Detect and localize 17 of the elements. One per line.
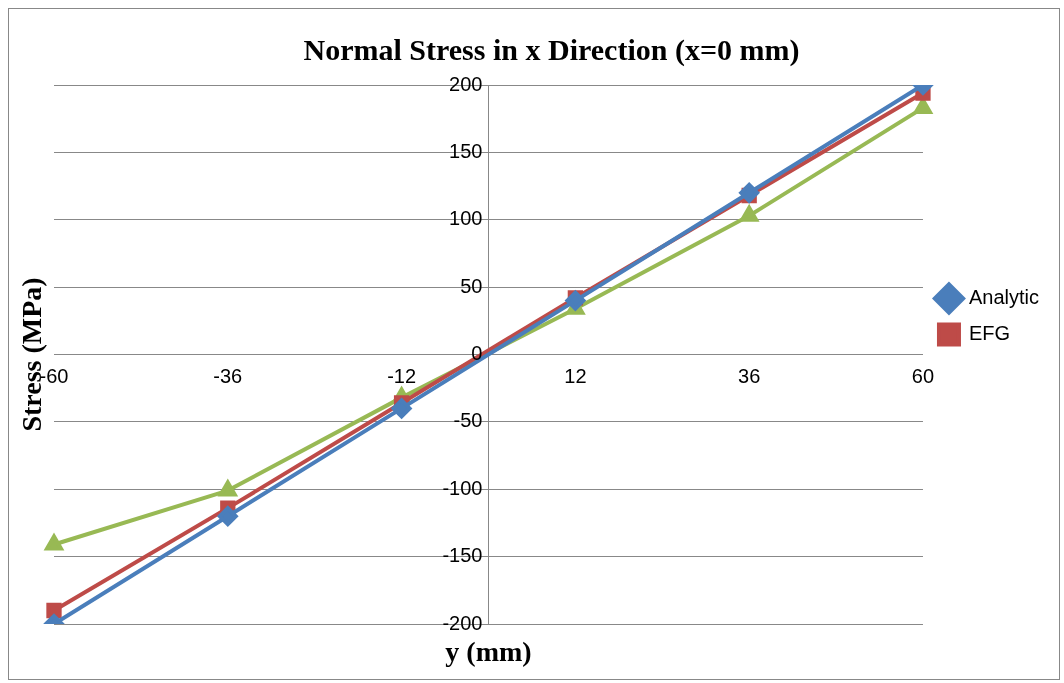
y-tick-label: -100 <box>442 476 483 499</box>
chart-title: Normal Stress in x Direction (x=0 mm) <box>303 32 800 67</box>
y-tick-label: -50 <box>453 409 483 432</box>
y-tick-label: 100 <box>449 207 483 230</box>
y-tick-label: 50 <box>460 274 483 297</box>
x-tick-label: -36 <box>213 365 243 388</box>
y-tick-label: -200 <box>442 611 483 634</box>
x-tick-label: 12 <box>564 365 587 388</box>
y-tick-label: -150 <box>442 544 483 567</box>
x-tick-label: 36 <box>738 365 761 388</box>
y-tick-label: 150 <box>449 139 483 162</box>
legend-label: Analytic <box>968 286 1039 309</box>
y-tick-label: 200 <box>449 72 483 95</box>
legend-label: EFG <box>968 322 1011 345</box>
x-tick-label: 60 <box>911 365 935 388</box>
x-tick-label: -12 <box>387 365 417 388</box>
x-axis-title: y (mm) <box>445 636 532 668</box>
